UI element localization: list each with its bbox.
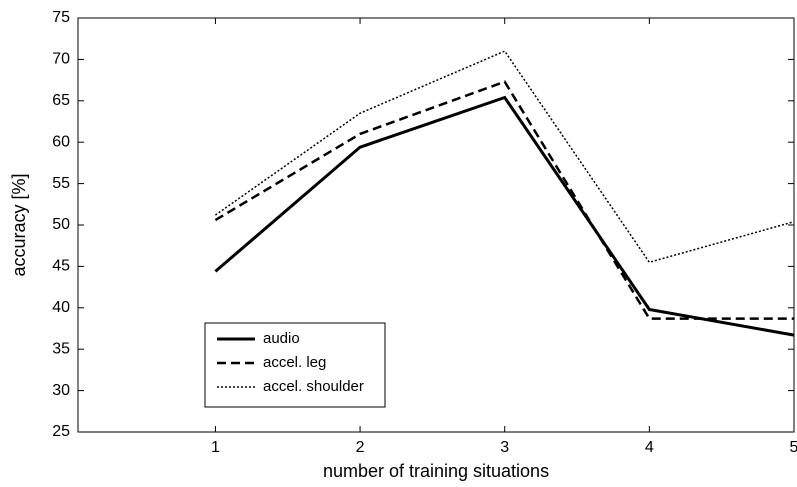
x-tick-label: 5 — [790, 439, 797, 456]
series-line — [214, 50, 795, 264]
y-tick-label: 65 — [52, 92, 70, 109]
legend-label: accel. leg — [263, 354, 326, 371]
plot-frame — [77, 17, 795, 433]
y-tick-label: 60 — [52, 133, 70, 150]
x-tick-label: 4 — [645, 439, 654, 456]
legend-label: accel. shoulder — [263, 378, 364, 395]
x-tick-label: 3 — [500, 439, 509, 456]
y-tick-label: 40 — [52, 299, 70, 316]
y-tick-label: 35 — [52, 340, 70, 357]
x-axis-label: number of training situations — [323, 461, 549, 481]
x-tick-label: 2 — [356, 439, 365, 456]
series-line — [214, 95, 795, 337]
y-tick-label: 50 — [52, 216, 70, 233]
y-axis-label: accuracy [%] — [9, 173, 29, 276]
y-tick-label: 30 — [52, 382, 70, 399]
y-tick-label: 75 — [52, 9, 70, 26]
y-tick-label: 70 — [52, 51, 70, 68]
x-tick-label: 1 — [211, 439, 220, 456]
y-tick-label: 25 — [52, 423, 70, 440]
series-line — [214, 80, 794, 320]
legend-box — [204, 322, 386, 408]
legend-label: audio — [263, 330, 300, 347]
y-tick-label: 45 — [52, 258, 70, 275]
y-tick-label: 55 — [52, 175, 70, 192]
